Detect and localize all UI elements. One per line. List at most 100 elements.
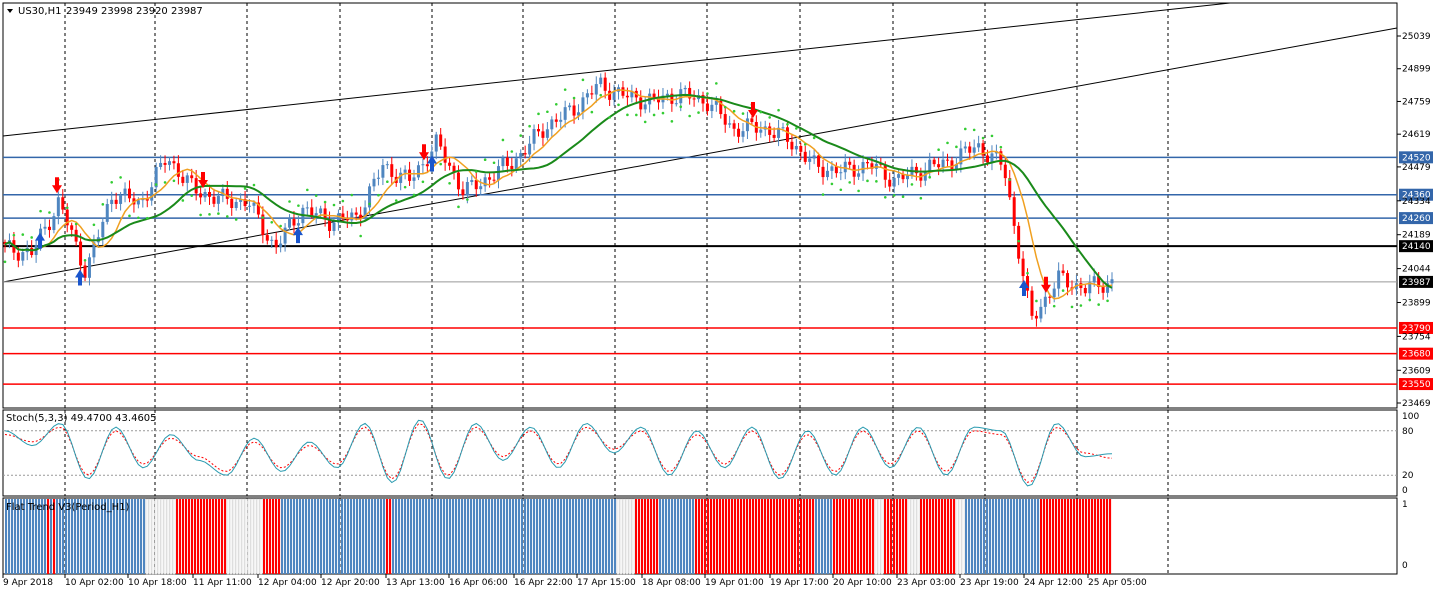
price-panel[interactable]: 24520 24360 24260 24140 23790 23680 23550 23987… — [2, 2, 1433, 409]
time-axis-label: 23 Apr 19:00 — [960, 578, 1019, 588]
trend-bar-flat — [874, 498, 878, 575]
candle-body — [812, 155, 816, 159]
time-axis-label: 12 Apr 20:00 — [321, 578, 380, 588]
trend-bar-flat — [250, 498, 254, 575]
trend-bar-up — [410, 499, 413, 574]
trend-bar-up — [68, 499, 71, 574]
candle-body — [79, 241, 83, 266]
candle-body — [639, 97, 643, 110]
trend-bar-down — [53, 499, 56, 574]
trend-bar-up — [323, 499, 326, 574]
trend-bar-down — [905, 499, 908, 574]
trend-bar-down — [1106, 499, 1109, 574]
trend-bar-down — [179, 499, 182, 574]
trend-bar-down — [752, 499, 755, 574]
trend-bar-down — [1085, 499, 1088, 574]
trend-bar-up — [359, 499, 362, 574]
trend-axis-label: 0 — [1402, 561, 1408, 571]
candle-body — [808, 158, 812, 162]
candle-body — [830, 166, 834, 171]
trend-bar-down — [194, 499, 197, 574]
trend-bar-up — [131, 499, 134, 574]
trend-bar-down — [767, 499, 770, 574]
candle-body — [270, 239, 274, 241]
candle-body — [323, 208, 327, 220]
trend-bar-down — [791, 499, 794, 574]
trend-bar-up — [821, 499, 824, 574]
candle-body — [248, 205, 252, 207]
candle-body — [185, 175, 189, 183]
candle-body — [923, 170, 927, 181]
candle-body — [937, 164, 941, 168]
ma-slow-line[interactable] — [4, 93, 1113, 289]
sar-dot — [412, 193, 416, 197]
trend-bar-down — [770, 499, 773, 574]
candle-body — [599, 77, 603, 85]
trend-bar-up — [17, 499, 20, 574]
sar-dot — [457, 205, 460, 209]
trend-bar-flat — [157, 498, 161, 575]
trend-bar-up — [326, 499, 329, 574]
candle-body — [879, 163, 883, 165]
trend-bar-down — [275, 499, 278, 574]
candle-body — [123, 188, 127, 195]
trend-bar-down — [1049, 499, 1052, 574]
trend-bar-up — [995, 499, 998, 574]
signal-arrow-up-icon — [427, 155, 437, 172]
candle-body — [167, 161, 171, 165]
trend-bar-flat — [148, 498, 152, 575]
trend-bar-up — [11, 499, 14, 574]
trend-bar-up — [974, 499, 977, 574]
trend-bar-down — [746, 499, 749, 574]
stoch-main-line[interactable] — [4, 419, 1113, 487]
trend-bar-up — [443, 499, 446, 574]
trend-bar-up — [986, 499, 989, 574]
triangle-down-icon[interactable] — [7, 9, 13, 13]
trend-bar-up — [20, 499, 23, 574]
sar-dot — [572, 96, 576, 100]
trend-bar-up — [560, 499, 563, 574]
candle-body — [865, 162, 869, 164]
trend-bar-up — [587, 499, 590, 574]
candle-body — [523, 153, 527, 155]
price-axis-label: 24619 — [1402, 130, 1431, 140]
trend-bar-up — [1022, 499, 1025, 574]
trend-bar-down — [764, 499, 767, 574]
flat-trend-panel[interactable]: 10 — [2, 497, 1408, 575]
trend-bar-up — [1019, 499, 1022, 574]
candle-body — [541, 131, 545, 138]
channel-upper-trendline[interactable] — [2, 2, 1231, 137]
time-axis-label: 10 Apr 18:00 — [128, 578, 187, 588]
stochastic-panel[interactable]: 100 80 20 0 — [2, 409, 1419, 497]
level-label-23790: 23790 — [1402, 324, 1431, 334]
candle-body — [328, 219, 332, 231]
ma-fast-line[interactable] — [4, 89, 1113, 300]
trend-bar-down — [893, 499, 896, 574]
sar-dot — [1079, 304, 1083, 307]
candle-body — [621, 87, 625, 96]
candle-body — [728, 123, 732, 125]
trend-bar-up — [983, 499, 986, 574]
sar-dot — [368, 202, 371, 206]
trend-bar-down — [197, 499, 200, 574]
trend-bar-up — [815, 499, 818, 574]
trend-bar-down — [728, 499, 731, 574]
trend-bar-up — [473, 499, 476, 574]
trend-bar-up — [596, 499, 599, 574]
sar-dot — [243, 187, 247, 190]
candle-body — [150, 187, 154, 201]
trend-bar-up — [998, 499, 1001, 574]
channel-lower-trendline[interactable] — [2, 27, 1398, 283]
sar-dot — [626, 113, 629, 117]
stoch-signal-line[interactable] — [4, 423, 1113, 483]
sar-dot — [537, 112, 540, 116]
sar-dot — [270, 220, 274, 224]
candle-body — [594, 84, 598, 95]
trend-bar-up — [50, 499, 53, 574]
trend-bar-up — [401, 499, 404, 574]
candle-body — [977, 143, 981, 148]
trend-bar-down — [953, 499, 956, 574]
trend-bar-up — [530, 499, 533, 574]
sar-dot — [875, 180, 878, 183]
